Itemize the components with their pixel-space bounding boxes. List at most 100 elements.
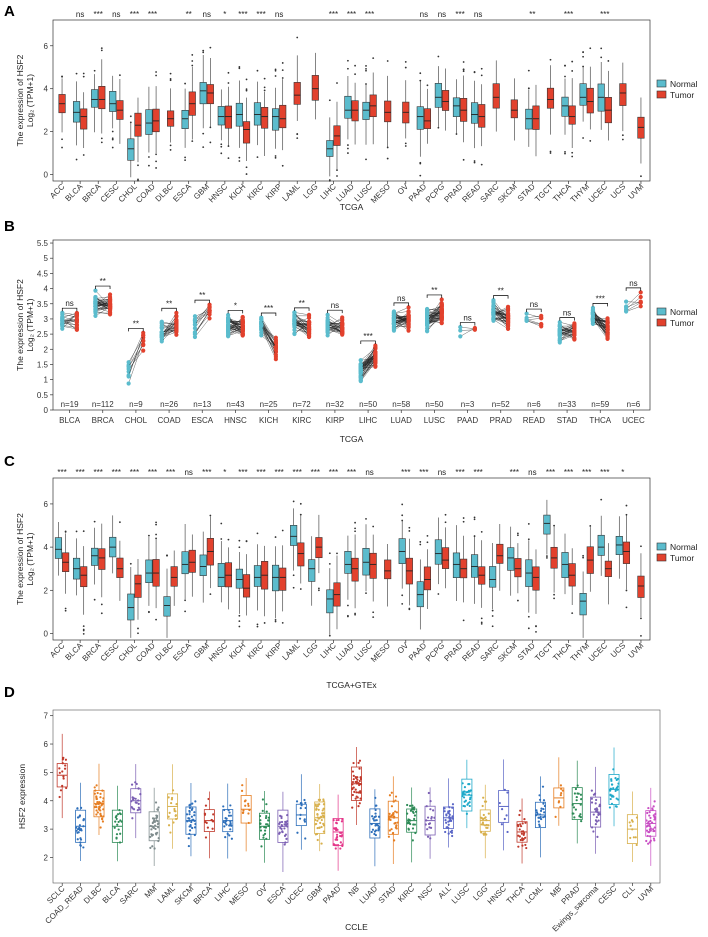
normal-point	[60, 318, 65, 324]
cell-line-point	[610, 778, 613, 781]
pair-line	[161, 325, 177, 342]
pair-line	[427, 318, 442, 324]
n-label: n=19	[61, 400, 80, 409]
cell-line-point	[451, 815, 454, 818]
tumor-point	[406, 316, 411, 321]
pair-line	[228, 317, 243, 330]
pair-line	[62, 312, 77, 316]
cell-line-point	[78, 815, 81, 818]
cell-line-point	[204, 804, 208, 807]
cell-line-point	[339, 847, 342, 850]
y-axis-title-line2: Log₂ (TPM+1)	[25, 532, 35, 585]
tumor-outlier	[209, 46, 212, 49]
cell-line-point	[298, 817, 302, 820]
y-tick-label: 0	[44, 630, 49, 639]
cell-line-point	[61, 762, 64, 765]
cell-line-point	[597, 813, 600, 816]
tumor-box	[423, 108, 432, 129]
significance-bracket	[459, 322, 476, 326]
n-label: n=72	[293, 400, 312, 409]
pair-line	[360, 361, 376, 372]
cell-line-point	[426, 835, 430, 838]
tumor-point	[373, 354, 378, 360]
cell-line-point	[224, 819, 227, 823]
normal-outlier	[582, 51, 584, 54]
tumor-outlier	[82, 75, 85, 78]
normal-point	[259, 330, 264, 335]
tumor-outlier	[336, 82, 338, 84]
cell-line-point	[299, 806, 302, 810]
y-axis-title: The expression of HSF2Log₂ (TPM+1)	[15, 279, 35, 371]
tumor-outlier	[169, 144, 172, 147]
normal-outlier	[274, 156, 277, 159]
normal-outlier	[491, 625, 494, 628]
tumor-outlier	[281, 164, 284, 167]
tumor-box	[351, 100, 359, 122]
cell-line-point	[463, 790, 466, 793]
cell-line-point	[137, 806, 140, 809]
cell-line-point	[352, 778, 355, 781]
cell-line-point	[242, 809, 245, 812]
significance-label: ns	[474, 10, 482, 19]
pair-line	[161, 322, 177, 337]
normal-outlier	[93, 520, 96, 523]
significance-label: ***	[510, 468, 519, 477]
x-tick-label: NB	[347, 884, 361, 898]
y-tick-label: 2	[44, 128, 49, 137]
cell-line-point	[645, 829, 649, 832]
normal-point	[557, 320, 562, 325]
x-tick-label: LCML	[523, 884, 545, 906]
cell-line-point	[77, 831, 80, 834]
x-tick-label: LIHC	[359, 416, 377, 425]
cell-line-point	[285, 837, 288, 840]
normal-point	[458, 328, 463, 333]
tumor-point	[505, 304, 511, 309]
cell-line-point	[190, 820, 193, 824]
x-tick-label: UVM	[626, 182, 645, 201]
cell-line-point	[652, 814, 655, 817]
pair-line	[360, 362, 376, 377]
pair-line	[393, 311, 409, 314]
cell-line-point	[521, 822, 524, 825]
normal-outlier	[401, 503, 404, 506]
tumor-point	[572, 321, 577, 326]
y-axis-title-line2: Log₂ (TPM+1)	[25, 74, 35, 127]
cell-line-point	[358, 767, 361, 770]
cell-line-point	[522, 833, 525, 837]
cell-line-point	[244, 804, 247, 807]
cell-line-point	[354, 797, 357, 800]
pair-line	[294, 321, 310, 327]
tumor-point	[107, 308, 113, 313]
cell-line-point	[194, 822, 197, 826]
cell-line-point	[157, 837, 160, 840]
cell-line-point	[154, 801, 158, 804]
pair-line	[62, 320, 77, 326]
cell-line-point	[646, 834, 649, 838]
cell-line-point	[149, 835, 152, 839]
tumor-box	[384, 100, 392, 123]
tumor-outlier	[169, 149, 172, 151]
pair-line	[62, 325, 77, 328]
tumor-outlier	[462, 61, 465, 63]
normal-outlier	[220, 538, 223, 540]
cell-line-point	[487, 812, 490, 815]
significance-bracket	[327, 309, 343, 314]
tumor-outlier	[169, 79, 172, 82]
significance-bracket	[260, 312, 277, 317]
cell-line-point	[479, 816, 483, 819]
cell-line-point	[542, 816, 545, 819]
cell-line-point	[572, 812, 575, 815]
cell-line-point	[321, 814, 325, 817]
y-tick-label: 5	[44, 254, 49, 263]
tumor-outlier	[549, 152, 552, 154]
tumor-outlier	[625, 606, 628, 609]
pair-line	[427, 317, 442, 319]
cell-line-point	[448, 806, 451, 809]
cell-line-point	[317, 803, 320, 806]
x-tick-label: THYM	[569, 641, 592, 664]
normal-point	[292, 313, 297, 318]
pair-line	[95, 299, 111, 309]
normal-outlier	[546, 557, 548, 559]
normal-point	[93, 313, 98, 319]
tumor-outlier	[354, 73, 356, 76]
